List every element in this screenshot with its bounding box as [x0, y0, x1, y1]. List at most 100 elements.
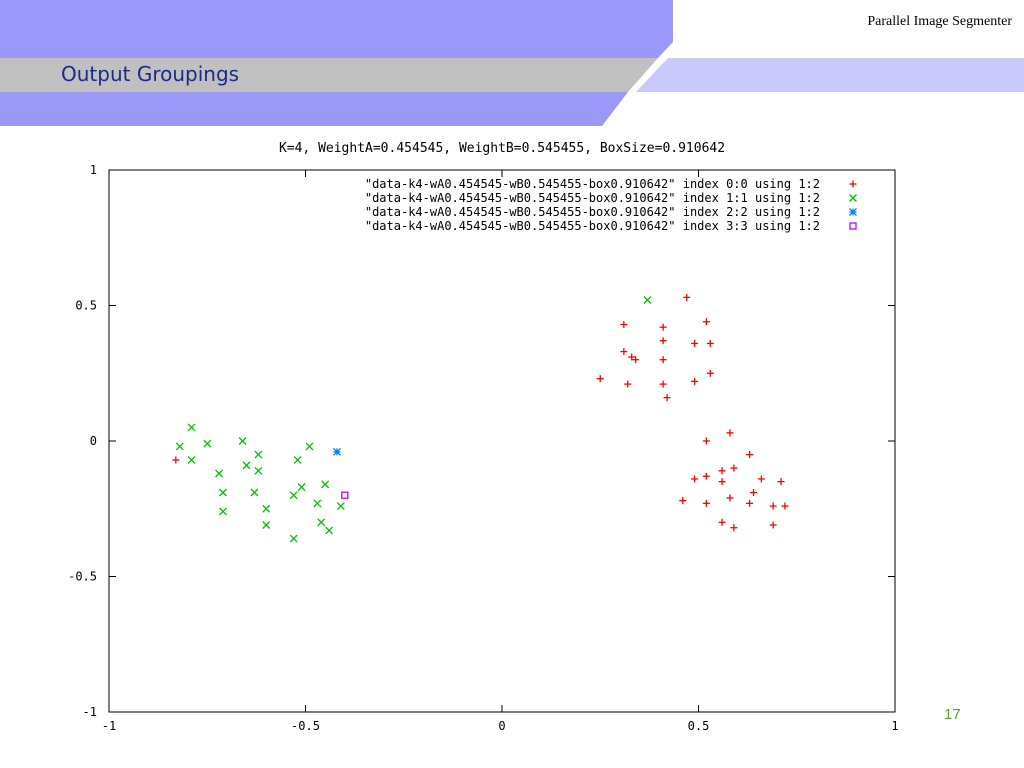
y-tick-label: 0 [90, 434, 97, 448]
data-point [341, 491, 349, 499]
y-tick-label: 0.5 [75, 299, 97, 313]
data-point [663, 394, 671, 402]
legend-label: "data-k4-wA0.454545-wB0.545455-box0.9106… [365, 205, 820, 219]
data-point [726, 429, 734, 437]
data-point [679, 497, 687, 505]
legend-label: "data-k4-wA0.454545-wB0.545455-box0.9106… [365, 219, 820, 233]
data-point [321, 480, 330, 489]
data-point [643, 296, 652, 305]
data-point [691, 339, 699, 347]
legend-marker [849, 180, 857, 188]
series-2 [332, 447, 341, 456]
data-point [702, 499, 710, 507]
data-point [659, 356, 667, 364]
data-point [624, 380, 632, 388]
legend-marker [849, 194, 857, 202]
header-title-band [0, 58, 658, 92]
data-point [313, 499, 322, 508]
series-3 [341, 491, 349, 499]
data-point [336, 502, 345, 510]
series-1 [175, 296, 652, 543]
series-0 [172, 293, 789, 532]
data-point [659, 337, 667, 345]
data-point [596, 375, 604, 383]
data-point [219, 488, 227, 497]
data-point [691, 377, 699, 385]
header-light-band [636, 58, 1024, 92]
data-point [702, 318, 710, 326]
legend-label: "data-k4-wA0.454545-wB0.545455-box0.9106… [365, 191, 820, 205]
chart-title: K=4, WeightA=0.454545, WeightB=0.545455,… [279, 141, 725, 156]
data-point [250, 488, 259, 497]
data-point [746, 499, 754, 507]
data-point [706, 369, 714, 377]
data-point [175, 442, 184, 451]
header-bottom-band [0, 92, 628, 126]
x-tick-label: 1 [891, 719, 898, 733]
data-point [659, 380, 667, 388]
data-point [726, 494, 734, 502]
data-point [215, 469, 223, 478]
data-point [702, 472, 710, 480]
axis-ticks [108, 169, 896, 713]
data-point [203, 439, 212, 448]
data-point [620, 348, 628, 356]
data-point [757, 475, 765, 483]
header-top-band [0, 0, 673, 58]
data-point [317, 518, 326, 527]
data-point [305, 442, 314, 451]
data-point [777, 478, 785, 486]
slide-title: Output Groupings [61, 62, 240, 86]
data-point [242, 461, 251, 470]
data-point [730, 464, 738, 472]
data-point [730, 524, 738, 532]
data-point [706, 339, 714, 347]
data-point [325, 526, 334, 535]
data-point [187, 423, 196, 432]
y-tick-label: -0.5 [68, 570, 97, 584]
data-point [683, 293, 691, 301]
axis-tick-labels: -1 -0.5 0 0.5 1 -1 -0.5 0 0.5 1 [68, 163, 899, 733]
data-point [702, 437, 710, 445]
legend-marker [849, 222, 857, 230]
legend-marker [849, 208, 857, 216]
data-point [172, 456, 180, 464]
data-points [172, 293, 789, 543]
x-tick-label: -1 [102, 719, 116, 733]
data-point [187, 456, 196, 464]
data-point [219, 507, 227, 516]
plot-frame [108, 169, 896, 713]
data-point [718, 467, 726, 475]
data-point [659, 323, 667, 331]
x-tick-label: 0 [498, 719, 505, 733]
data-point [750, 488, 758, 496]
data-point [289, 534, 298, 543]
data-point [262, 504, 271, 513]
data-point [691, 475, 699, 483]
data-point [718, 518, 726, 526]
data-point [781, 502, 789, 510]
y-tick-label: 1 [90, 163, 97, 177]
data-point [297, 483, 306, 492]
deck-title: Parallel Image Segmenter [867, 14, 1012, 29]
slide-header [0, 0, 1024, 126]
page-number: 17 [944, 706, 961, 723]
data-point [769, 502, 777, 510]
data-point [632, 356, 640, 364]
data-point [293, 456, 302, 464]
data-point [254, 466, 263, 475]
legend-label: "data-k4-wA0.454545-wB0.545455-box0.9106… [365, 177, 820, 191]
x-tick-label: -0.5 [291, 719, 320, 733]
data-point [620, 320, 628, 328]
data-point [628, 353, 636, 361]
data-point [289, 491, 298, 500]
scatter-chart: K=4, WeightA=0.454545, WeightB=0.545455,… [68, 141, 899, 733]
data-point [254, 450, 263, 459]
legend: "data-k4-wA0.454545-wB0.545455-box0.9106… [365, 177, 857, 233]
data-point [238, 437, 247, 445]
data-point [332, 447, 341, 456]
y-tick-label: -1 [83, 705, 97, 719]
data-point [746, 451, 754, 459]
data-point [718, 478, 726, 486]
data-point [769, 521, 777, 529]
